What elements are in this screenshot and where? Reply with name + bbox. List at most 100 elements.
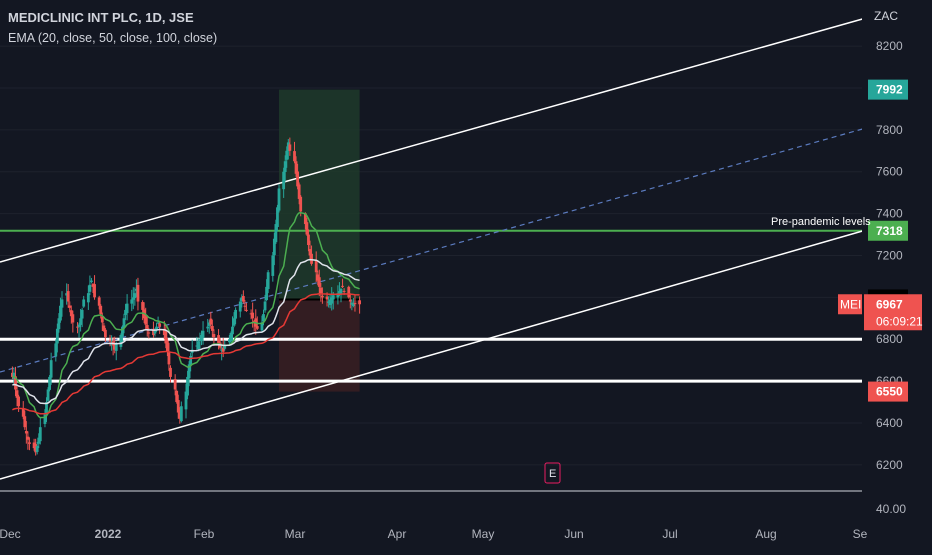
ema-100-line[interactable] [12,293,360,415]
candle-body [169,367,172,377]
channel-upper-line[interactable] [0,17,867,263]
candle-body [99,305,103,315]
channel-midline[interactable] [0,127,867,373]
candle-body [37,437,41,444]
candle-body [352,303,355,306]
candle-body [209,318,213,325]
candle-body [125,303,129,314]
time-tick-label: 2022 [95,527,122,541]
candle-body [184,391,188,410]
price-tick-label: 7600 [876,165,903,179]
candle-body [48,376,51,390]
symbol-label-box [838,294,862,315]
candle-body [294,161,298,174]
resistance-price-label: 7318 [876,224,903,238]
candle-body [113,343,117,350]
candle-body [277,188,281,211]
candle-body [316,274,320,281]
chart-legend: MEDICLINIC INT PLC, 1D, JSE EMA (20, clo… [8,8,217,48]
candle-body [77,324,81,328]
candle-body [156,322,160,324]
candle-body [251,312,255,319]
candle-body [100,316,104,323]
candle-body [133,293,137,299]
channel-lower-line[interactable] [0,229,867,480]
candle-body [321,295,324,298]
time-tick-label: Feb [194,527,215,541]
currency-label: ZAC [874,9,898,23]
candle-body [187,364,191,379]
stop-price-label: 6550 [876,385,903,399]
candle-body [272,238,276,256]
candle-body [201,330,205,338]
candle-body [102,325,106,331]
candle-body [32,442,36,449]
candle-body [240,297,244,301]
time-tick-label: Jul [662,527,677,541]
candle-body [28,442,31,444]
candle-body [308,249,312,256]
candle-body [327,301,330,303]
price-tick-label: 8200 [876,39,903,53]
candle-body [358,300,361,305]
candle-body [57,318,61,330]
time-axis[interactable]: Dec 2022 Feb Mar Apr May Jun Jul Aug Se [0,527,868,541]
trend-channel [0,17,867,480]
candle-body [145,325,149,329]
candle-body [241,296,245,302]
target-price-label: 7992 [876,83,903,97]
candle-body [348,299,352,302]
candle-body [122,318,126,328]
time-tick-label: Aug [755,527,776,541]
candle-body [310,253,313,264]
candle-body [136,284,140,302]
symbol-title[interactable]: MEDICLINIC INT PLC, 1D, JSE [8,10,194,25]
earnings-icon[interactable] [544,462,561,484]
candle-body [210,325,214,331]
candle-body [255,326,259,329]
candle-body [80,309,84,319]
pre-pandemic-label[interactable]: Pre-pandemic levels [771,216,871,228]
candle-body [220,349,224,351]
candle-body [221,347,225,352]
last-price-box [864,294,922,331]
earnings-label: E [549,468,556,480]
stop-zone [279,299,360,392]
candle-body [303,213,307,225]
candle-body [249,313,253,315]
candle-body [104,329,107,338]
candle-body [231,326,234,335]
candle-body [229,332,233,342]
candle-body [114,343,118,351]
indicator-legend[interactable]: EMA (20, close, 50, close, 100, close) [8,31,218,45]
candle-body [265,286,268,301]
candle-body [353,303,357,305]
candle-body [86,293,90,303]
candle-body [217,335,220,344]
candle-body [288,144,292,151]
candle-body [166,340,169,352]
candle-body [66,291,70,302]
candle-body [46,389,50,401]
candle-body [93,284,96,298]
candle-body [21,408,25,417]
candle-body [167,352,171,365]
candle-body [38,427,42,442]
candle-body [262,314,265,322]
candle-body [179,406,183,422]
candle-body [76,326,79,328]
candle-body [283,161,287,173]
horizontal-levels [0,229,932,492]
candle-body [153,330,157,334]
ema-50-line[interactable] [12,258,360,405]
candle-body [97,297,101,306]
candle-body [69,310,73,317]
candle-body [331,295,335,300]
candle-body [350,302,354,305]
candle-body [135,288,138,291]
candle-body [276,207,279,228]
candle-body [17,396,20,407]
ema-20-line[interactable] [12,211,360,419]
